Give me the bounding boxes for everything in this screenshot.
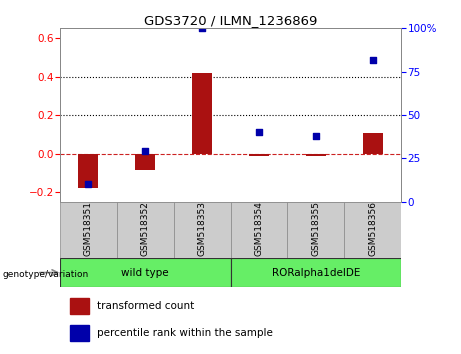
Bar — [70, 325, 89, 341]
Text: GSM518353: GSM518353 — [198, 201, 207, 256]
Bar — [344, 202, 401, 258]
Text: GSM518355: GSM518355 — [311, 201, 320, 256]
Bar — [174, 202, 230, 258]
Point — [142, 149, 149, 154]
Text: GSM518354: GSM518354 — [254, 201, 263, 256]
Bar — [306, 154, 326, 156]
Text: GSM518356: GSM518356 — [368, 201, 377, 256]
Text: GSM518352: GSM518352 — [141, 201, 150, 256]
Bar — [78, 154, 98, 188]
Bar — [117, 202, 174, 258]
Point — [312, 133, 319, 139]
Text: GSM518351: GSM518351 — [84, 201, 93, 256]
Point — [85, 182, 92, 187]
Title: GDS3720 / ILMN_1236869: GDS3720 / ILMN_1236869 — [144, 14, 317, 27]
Bar — [230, 258, 401, 287]
Text: percentile rank within the sample: percentile rank within the sample — [97, 328, 273, 338]
Bar — [60, 258, 230, 287]
Bar — [60, 202, 117, 258]
Bar — [192, 73, 212, 154]
Bar — [70, 297, 89, 314]
Bar — [135, 154, 155, 170]
Text: wild type: wild type — [121, 268, 169, 278]
Point — [198, 25, 206, 31]
Point — [255, 130, 263, 135]
Bar — [230, 202, 287, 258]
Text: genotype/variation: genotype/variation — [2, 270, 89, 279]
Bar — [249, 154, 269, 156]
Bar — [363, 133, 383, 154]
Point — [369, 57, 376, 62]
Text: RORalpha1delDE: RORalpha1delDE — [272, 268, 360, 278]
Bar — [287, 202, 344, 258]
Text: transformed count: transformed count — [97, 301, 195, 311]
